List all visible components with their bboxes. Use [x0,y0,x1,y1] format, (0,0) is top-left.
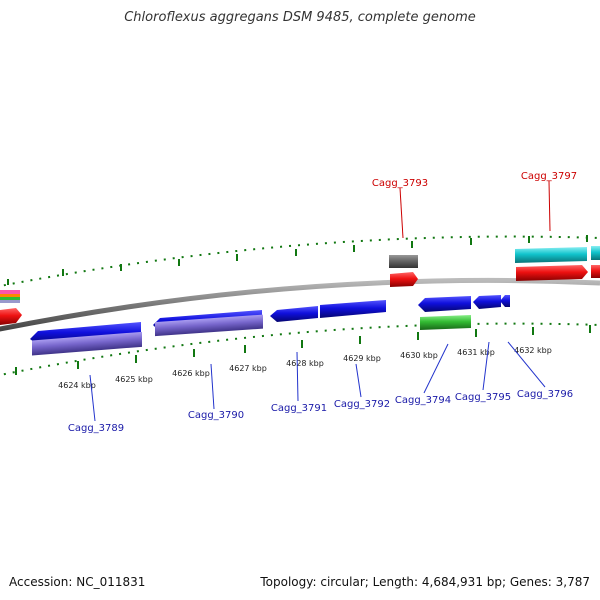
tick-label: 4630 kbp [400,351,438,360]
leader-lines-bottom [89,341,546,422]
gene-label: Cagg_3795 [455,392,511,403]
leader-lines-top [399,180,551,239]
tick-label: 4628 kbp [286,359,324,368]
gene-label: Cagg_3790 [188,410,244,421]
gene-label: Cagg_3791 [271,403,327,414]
genome-stats: Topology: circular; Length: 4,684,931 bp… [260,575,590,589]
gene-labels-bottom: Cagg_3789 Cagg_3790 Cagg_3791 Cagg_3792 … [68,389,573,434]
gene-label: Cagg_3789 [68,423,124,434]
gene-cagg-3794[interactable] [418,296,471,312]
outer-tick-ring [0,235,600,288]
gene-cagg-3795[interactable] [473,295,501,309]
inner-tick-ring [0,322,600,377]
gene-cagg-3796[interactable] [500,295,510,307]
gene-cagg-3791[interactable] [270,306,318,322]
gene-label: Cagg_3792 [334,399,390,410]
gene-label: Cagg_3797 [521,171,577,182]
tick-label: 4632 kbp [514,346,552,355]
page-title: Chloroflexus aggregans DSM 9485, complet… [124,10,476,25]
gene-label: Cagg_3794 [395,395,451,406]
gene-cagg-3790-lavender[interactable] [155,314,263,337]
ruler-labels: 4624 kbp 4625 kbp 4626 kbp 4627 kbp 4628… [58,346,552,390]
tick-label: 4626 kbp [172,369,210,378]
gene-label: Cagg_3793 [372,178,428,189]
gene-cagg-3792[interactable] [320,300,386,318]
genome-backbone [0,277,600,332]
gene-label: Cagg_3796 [517,389,573,400]
gene-cagg-3789-lavender[interactable] [32,331,142,356]
gene-cagg-3797-cyan[interactable] [515,246,600,263]
tick-label: 4631 kbp [457,348,495,357]
gene-cagg-3797[interactable] [516,265,600,281]
gene-cagg-3794-green[interactable] [420,315,471,330]
left-edge-genes [0,290,22,325]
gene-cagg-3793-gray[interactable] [389,255,418,268]
gene-cagg-3793[interactable] [390,272,418,287]
tick-label: 4627 kbp [229,364,267,373]
tick-label: 4624 kbp [58,381,96,390]
accession-label: Accession: NC_011831 [9,575,146,589]
gene-labels-top: Cagg_3793 Cagg_3797 [372,171,577,189]
tick-label: 4625 kbp [115,375,153,384]
tick-label: 4629 kbp [343,354,381,363]
